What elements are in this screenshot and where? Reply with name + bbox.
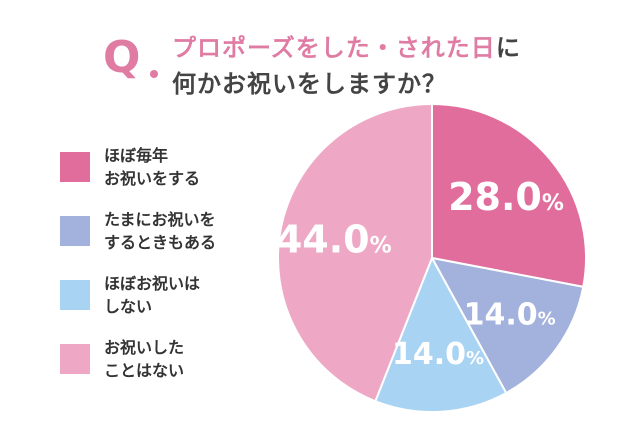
slice-rarely	[374, 255, 508, 413]
slice-value-label: 14.0%	[392, 337, 484, 372]
legend: ほぼ毎年 お祝いをする たまにお祝いを するときもある ほぼお祝いは しない お祝いし…	[60, 140, 280, 396]
slice-sometimes	[430, 256, 585, 395]
question-dot	[150, 70, 158, 78]
legend-swatch	[60, 216, 90, 246]
question-mark-q: Q	[103, 32, 141, 83]
title-highlight: プロポーズをした・された日	[172, 34, 496, 62]
legend-swatch	[60, 344, 90, 374]
legend-item-every-year: ほぼ毎年 お祝いをする	[60, 140, 280, 204]
slice-every-year	[431, 102, 587, 289]
chart-title-line2: 何かお祝いをしますか？	[172, 70, 447, 98]
legend-label: ほぼ毎年 お祝いをする	[104, 146, 201, 188]
slice-never	[277, 102, 433, 403]
legend-swatch	[60, 152, 90, 182]
legend-label: ほぼお祝いは しない	[104, 274, 201, 316]
legend-item-never: お祝いした ことはない	[60, 332, 280, 396]
slice-value-label: 28.0%	[448, 175, 564, 219]
chart-title-line1: プロポーズをした・された日に	[172, 28, 521, 63]
legend-item-rarely: ほぼお祝いは しない	[60, 268, 280, 332]
legend-item-sometimes: たまにお祝いを するときもある	[60, 204, 280, 268]
legend-label: お祝いした ことはない	[104, 338, 185, 380]
slice-value-label: 44.0%	[276, 217, 392, 261]
legend-label: たまにお祝いを するときもある	[104, 210, 217, 252]
legend-swatch	[60, 280, 90, 310]
slice-value-label: 14.0%	[464, 297, 556, 332]
title-rest: に	[495, 34, 521, 62]
